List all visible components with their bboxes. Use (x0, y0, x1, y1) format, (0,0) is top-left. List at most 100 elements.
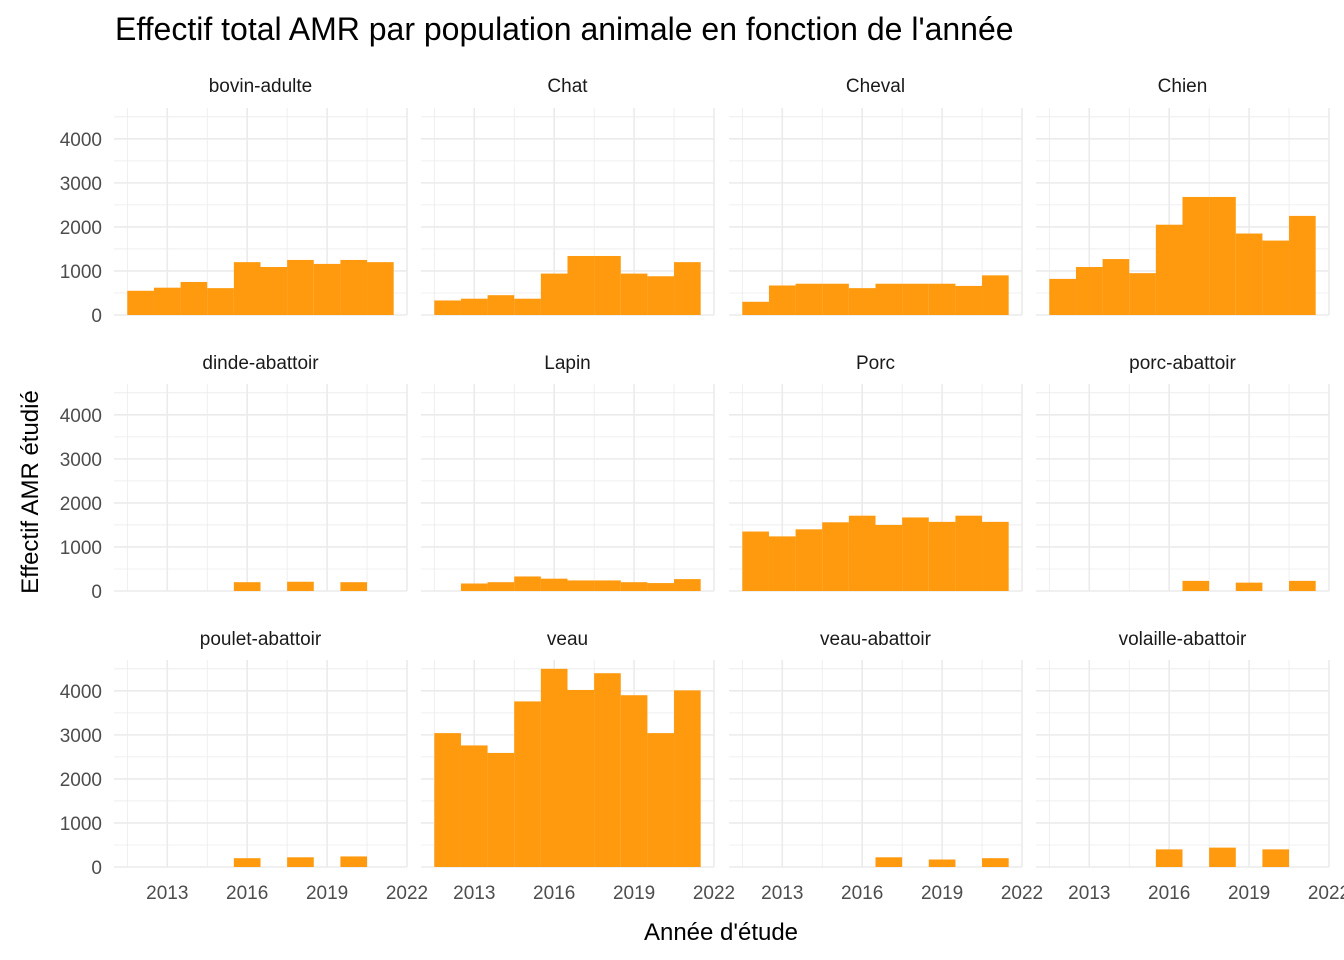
bar (540, 578, 568, 591)
x-tick-label: 2019 (613, 883, 655, 904)
bar (1289, 580, 1316, 591)
bar (180, 281, 208, 315)
x-tick-label: 2013 (146, 883, 188, 904)
bar (487, 752, 515, 867)
facet-strip-label: Cheval (846, 76, 905, 97)
facet-strip-label: porc-abattoir (1129, 353, 1236, 374)
bar (567, 689, 595, 867)
bar (768, 536, 796, 591)
facet-strip-label: Lapin (544, 353, 591, 374)
bar (514, 576, 541, 591)
bar (260, 266, 288, 315)
bar (955, 515, 983, 591)
bar (795, 283, 823, 315)
bar (875, 524, 903, 591)
y-tick-label: 0 (91, 858, 102, 879)
bar (1209, 847, 1236, 867)
x-tick-label: 2019 (1228, 883, 1270, 904)
facet-strip-label: poulet-abattoir (200, 629, 322, 650)
bar (742, 301, 769, 315)
bar (795, 529, 823, 591)
bar (340, 856, 368, 867)
x-tick-label: 2016 (841, 883, 883, 904)
bar (1075, 266, 1103, 315)
facet-panels: bovin-adulte 0 1000 2000 3000 4000 Chat Cheval C… (60, 76, 1344, 904)
bar (647, 733, 675, 867)
bar (928, 283, 956, 315)
bar (487, 582, 515, 591)
y-tick-label: 3000 (60, 450, 102, 471)
bar (594, 255, 621, 315)
bar (822, 283, 849, 315)
bar (1049, 278, 1076, 315)
bar (460, 298, 488, 315)
facet-panel: Chat (421, 76, 715, 316)
facet-panel: porc-abattoir (1036, 353, 1330, 592)
y-tick-label: 3000 (60, 726, 102, 747)
bar (982, 521, 1009, 591)
bar (928, 859, 956, 867)
bar (287, 581, 314, 591)
bar (153, 287, 181, 315)
x-tick-label: 2022 (1001, 883, 1043, 904)
y-tick-label: 0 (91, 306, 102, 327)
bar (1262, 240, 1290, 315)
bar (955, 285, 983, 315)
x-tick-label: 2016 (226, 883, 268, 904)
x-tick-label: 2022 (386, 883, 428, 904)
chart-title: Effectif total AMR par population animal… (115, 11, 1014, 47)
facet-panel: bovin-adulte 0 1000 2000 3000 4000 (60, 76, 408, 327)
bar (514, 298, 541, 315)
x-tick-label: 2013 (453, 883, 495, 904)
x-tick-label: 2016 (533, 883, 575, 904)
bar (567, 255, 595, 315)
facet-panel: volaille-abattoir 2013 2016 2019 2022 (1036, 629, 1344, 904)
bar (1182, 196, 1210, 315)
bar (1155, 224, 1183, 315)
facet-panel: Cheval (729, 76, 1023, 316)
facet-panel: Lapin (421, 353, 715, 592)
bar (620, 695, 648, 867)
y-tick-label: 4000 (60, 406, 102, 427)
bar (514, 701, 541, 867)
x-tick-label: 2013 (761, 883, 803, 904)
bar (594, 673, 621, 867)
bar (127, 290, 154, 315)
bar (1129, 273, 1156, 315)
y-tick-label: 4000 (60, 682, 102, 703)
bar (620, 582, 648, 591)
facet-strip-label: veau (547, 629, 588, 650)
x-tick-label: 2016 (1148, 883, 1190, 904)
x-axis-title: Année d'étude (644, 919, 798, 946)
bar (674, 579, 701, 591)
bar (982, 275, 1009, 315)
bar (487, 295, 515, 315)
y-tick-label: 1000 (60, 538, 102, 559)
bar (674, 262, 701, 315)
bar (1155, 849, 1183, 867)
x-tick-label: 2019 (306, 883, 348, 904)
bar (540, 273, 568, 315)
bar (674, 690, 701, 867)
bar (1262, 849, 1290, 867)
facet-strip-label: dinde-abattoir (202, 353, 319, 374)
bar (207, 288, 234, 315)
y-tick-label: 2000 (60, 770, 102, 791)
bar (742, 531, 769, 591)
y-tick-label: 4000 (60, 130, 102, 151)
bar (1235, 233, 1263, 315)
bar (340, 582, 368, 591)
bar (1289, 215, 1316, 315)
bar (1182, 580, 1210, 591)
facet-panel: Porc (729, 353, 1023, 592)
facet-strip-label: veau-abattoir (820, 629, 932, 650)
bar (982, 858, 1009, 867)
x-tick-label: 2022 (693, 883, 735, 904)
bar (902, 283, 929, 315)
bar (1235, 582, 1263, 591)
bar (875, 857, 903, 867)
bar (367, 262, 394, 315)
bar (768, 285, 796, 315)
bar (647, 276, 675, 315)
